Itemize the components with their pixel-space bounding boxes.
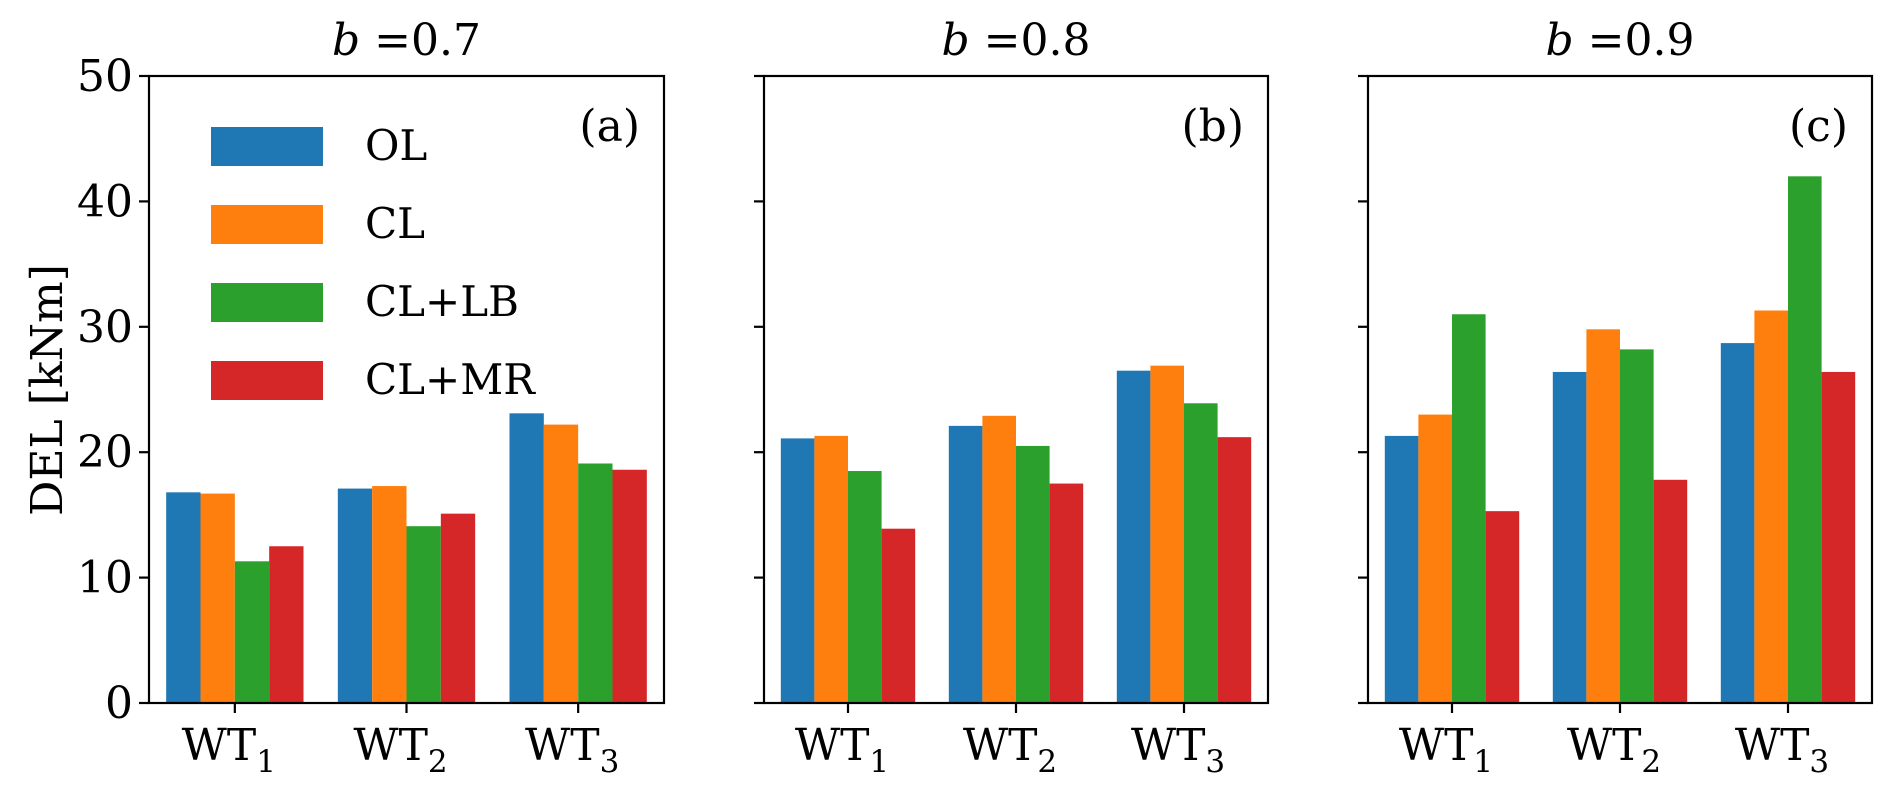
- x-tick-label-subscript: 1: [1473, 744, 1493, 780]
- bar-cl-mr-wt2: [1049, 483, 1084, 703]
- bar-cl-wt3: [1754, 310, 1788, 703]
- legend-label-cl-mr: CL+MR: [365, 355, 536, 404]
- x-tick-label-base: WT: [963, 720, 1038, 771]
- bar-cl-lb-wt2: [406, 526, 441, 703]
- bar-cl-mr-wt1: [881, 528, 916, 703]
- panel-tag: (a): [579, 101, 640, 152]
- x-tick-label-base: WT: [182, 720, 257, 771]
- legend-swatch-cl-lb: [211, 283, 323, 322]
- bar-ol-wt1: [1384, 435, 1419, 703]
- x-tick-label-subscript: 2: [428, 744, 448, 780]
- bar-cl-wt3: [1150, 365, 1184, 703]
- x-tick-label-subscript: 3: [1809, 744, 1829, 780]
- bar-cl-wt1: [814, 435, 848, 703]
- x-tick-label: WT2: [353, 720, 447, 780]
- bar-cl-mr-wt3: [1821, 371, 1856, 703]
- bar-ol-wt1: [166, 492, 201, 703]
- y-tick-label: 10: [77, 553, 133, 604]
- bar-ol-wt3: [1116, 370, 1151, 703]
- x-tick-label-subscript: 2: [1641, 744, 1661, 780]
- panel-title-value: =0.8: [970, 15, 1091, 66]
- x-tick-label-subscript: 3: [600, 744, 620, 780]
- x-tick-label-base: WT: [1399, 720, 1474, 771]
- panel-tag: (c): [1789, 101, 1848, 152]
- x-tick-label: WT2: [1567, 720, 1661, 780]
- panel-title: b =0.8: [942, 15, 1091, 66]
- bar-cl-mr-wt1: [1485, 511, 1520, 703]
- bar-cl-lb-wt2: [1620, 349, 1654, 703]
- bar-cl-mr-wt3: [1217, 437, 1252, 703]
- y-tick-label: 20: [77, 427, 133, 478]
- x-tick-label: WT1: [1399, 720, 1493, 780]
- panel-title-value: =0.7: [360, 15, 481, 66]
- legend-label-cl: CL: [365, 199, 425, 248]
- bar-cl-lb-wt1: [1452, 314, 1486, 703]
- x-tick-label-subscript: 1: [256, 744, 276, 780]
- y-axis-label: DEL [kNm]: [22, 264, 73, 516]
- x-tick-label: WT3: [1131, 720, 1225, 780]
- bar-cl-wt1: [200, 493, 235, 703]
- x-tick-label-base: WT: [1131, 720, 1206, 771]
- legend-label-cl-lb: CL+LB: [365, 277, 519, 326]
- panel-title-variable: b: [942, 15, 970, 66]
- bar-cl-lb-wt1: [234, 561, 270, 703]
- panel-tag: (b): [1182, 101, 1245, 152]
- legend: OL CL CL+LB CL+MR: [211, 121, 536, 404]
- bar-cl-lb-wt3: [1184, 403, 1218, 703]
- panel-title: b =0.9: [1546, 15, 1695, 66]
- y-tick-label: 30: [77, 302, 133, 353]
- y-tick-label: 40: [77, 176, 133, 227]
- panel-title-variable: b: [332, 15, 360, 66]
- x-tick-label: WT1: [795, 720, 889, 780]
- bar-cl-wt2: [1586, 329, 1620, 703]
- bar-cl-wt1: [1418, 414, 1452, 703]
- x-tick-label: WT3: [525, 720, 619, 780]
- bar-cl-mr-wt1: [269, 546, 304, 703]
- x-tick-label: WT3: [1735, 720, 1829, 780]
- x-tick-label-base: WT: [1735, 720, 1810, 771]
- bar-cl-lb-wt2: [1016, 445, 1050, 703]
- x-tick-label: WT1: [182, 720, 276, 780]
- x-tick-label-subscript: 2: [1037, 744, 1057, 780]
- legend-swatch-cl: [211, 205, 323, 244]
- panel-title: b =0.7: [332, 15, 481, 66]
- x-tick-label-base: WT: [1567, 720, 1642, 771]
- x-tick-label-base: WT: [353, 720, 428, 771]
- legend-swatch-cl-mr: [211, 361, 323, 400]
- bar-ol-wt3: [1720, 343, 1755, 703]
- panel-title-variable: b: [1546, 15, 1574, 66]
- legend-label-ol: OL: [365, 121, 427, 170]
- bar-cl-mr-wt2: [1653, 479, 1688, 703]
- bar-cl-wt3: [543, 424, 579, 703]
- bar-cl-mr-wt2: [440, 513, 476, 703]
- bar-ol-wt2: [1552, 371, 1587, 703]
- bar-cl-mr-wt3: [612, 469, 647, 703]
- legend-swatch-ol: [211, 127, 323, 166]
- y-tick-label: 0: [105, 678, 133, 729]
- x-tick-label-subscript: 3: [1205, 744, 1225, 780]
- bar-cl-wt2: [372, 486, 407, 703]
- x-tick-label-subscript: 1: [869, 744, 889, 780]
- bar-ol-wt3: [509, 413, 544, 703]
- bar-ol-wt2: [337, 488, 373, 703]
- bar-ol-wt2: [948, 425, 983, 703]
- x-tick-label-base: WT: [795, 720, 870, 771]
- x-tick-label: WT2: [963, 720, 1057, 780]
- bar-ol-wt1: [780, 438, 815, 703]
- bar-cl-lb-wt1: [848, 471, 882, 703]
- bar-cl-wt2: [982, 415, 1016, 703]
- panel-title-value: =0.9: [1574, 15, 1695, 66]
- x-tick-label-base: WT: [525, 720, 600, 771]
- bar-cl-lb-wt3: [1788, 176, 1822, 703]
- bar-cl-lb-wt3: [578, 463, 613, 703]
- y-tick-label: 50: [77, 51, 133, 102]
